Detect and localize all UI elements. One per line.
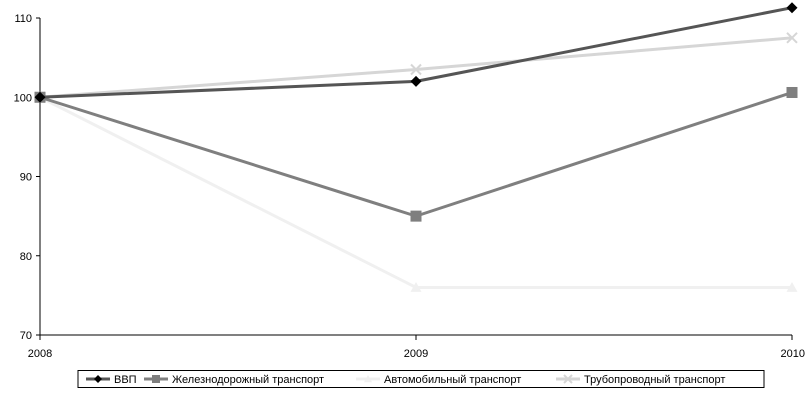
y-tick-label: 90 [20,172,32,184]
legend-marker-0 [94,375,102,383]
data-point-0-1 [410,75,422,87]
series-line-2 [39,95,792,289]
x-tick-label: 2008 [28,348,52,360]
legend-label-1: Железнодорожный транспорт [172,374,324,386]
data-point-0-2 [786,2,798,14]
data-point-3-1-stroke [410,63,422,76]
data-point-1-1 [410,210,422,222]
x-tick-label: 2009 [404,348,428,360]
axes: 70 80 90 100 110 2008 2009 2010 [14,13,805,360]
y-tick-label: 70 [20,330,32,342]
data-point-1-2 [786,86,798,98]
legend-label-3: Трубопроводный транспорт [584,374,725,386]
data-point-2-1 [410,281,422,292]
x-tick-label: 2010 [781,348,805,360]
y-tick-label: 110 [14,13,32,25]
legend: ВВП Железнодорожный транспорт Автомобильны… [77,370,765,388]
legend-marker-3 [563,374,573,384]
legend-marker-3-stroke [563,374,573,384]
series-line-3 [39,36,793,99]
data-point-2-2 [786,281,798,292]
legend-marker-1 [152,375,160,383]
data-point-3-2-stroke [786,32,798,44]
series-lines [34,2,798,292]
legend-box [77,370,765,388]
y-tick-label: 100 [14,92,32,104]
legend-label-2: Автомобильный транспорт [384,374,521,386]
data-point-0-0 [34,91,46,103]
data-point-3-2 [786,32,798,44]
legend-label-0: ВВП [114,374,137,386]
legend-marker-2 [364,375,372,383]
y-tick-label: 80 [20,251,32,263]
data-point-3-1 [410,63,422,76]
